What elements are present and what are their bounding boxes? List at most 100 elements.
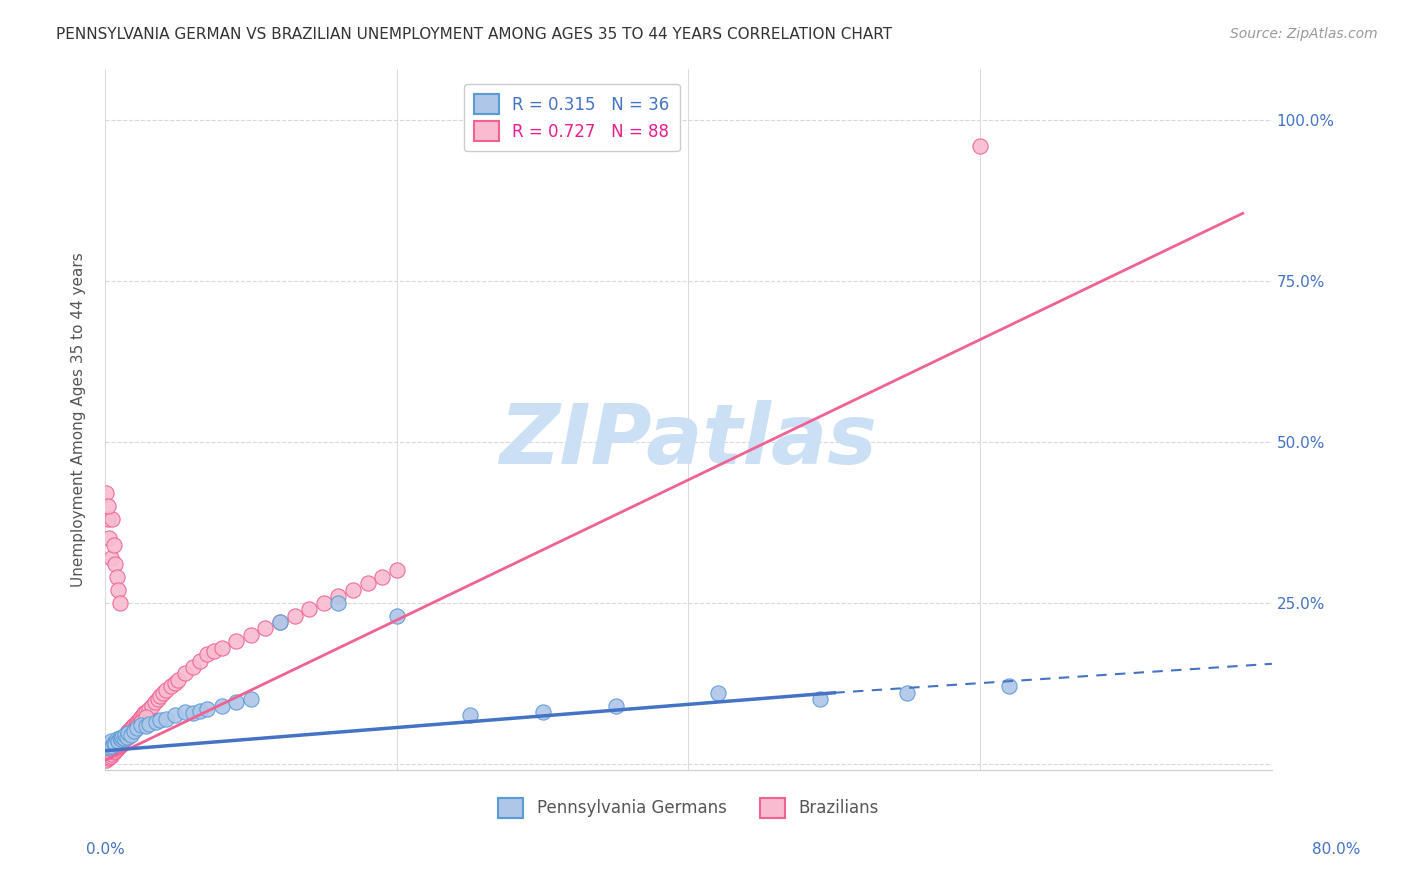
- Point: [118, 723, 141, 737]
- Point: [117, 730, 139, 744]
- Point: [110, 732, 132, 747]
- Point: [100, 748, 122, 763]
- Point: [98, 531, 121, 545]
- Point: [120, 728, 142, 742]
- Point: [104, 739, 127, 753]
- Point: [101, 512, 124, 526]
- Point: [103, 745, 125, 759]
- Point: [115, 725, 138, 739]
- Point: [141, 698, 163, 713]
- Point: [202, 644, 225, 658]
- Point: [124, 716, 146, 731]
- Point: [896, 686, 918, 700]
- Point: [120, 721, 142, 735]
- Point: [149, 689, 172, 703]
- Point: [385, 564, 408, 578]
- Point: [103, 740, 125, 755]
- Point: [98, 745, 121, 759]
- Point: [146, 692, 169, 706]
- Point: [97, 737, 120, 751]
- Point: [211, 640, 233, 655]
- Text: 80.0%: 80.0%: [1312, 842, 1360, 856]
- Point: [97, 512, 120, 526]
- Point: [105, 742, 128, 756]
- Point: [100, 734, 122, 748]
- Point: [101, 747, 124, 761]
- Point: [97, 499, 120, 513]
- Point: [174, 705, 197, 719]
- Point: [107, 740, 129, 755]
- Point: [117, 724, 139, 739]
- Point: [114, 732, 136, 747]
- Point: [112, 731, 135, 745]
- Point: [122, 724, 145, 739]
- Point: [998, 679, 1021, 693]
- Point: [98, 740, 121, 755]
- Point: [105, 737, 128, 751]
- Point: [122, 718, 145, 732]
- Point: [108, 734, 131, 748]
- Point: [135, 719, 157, 733]
- Point: [298, 602, 321, 616]
- Point: [312, 596, 335, 610]
- Point: [107, 734, 129, 748]
- Point: [114, 728, 136, 742]
- Point: [155, 682, 177, 697]
- Point: [181, 706, 204, 721]
- Y-axis label: Unemployment Among Ages 35 to 44 years: Unemployment Among Ages 35 to 44 years: [72, 252, 86, 587]
- Point: [114, 728, 136, 742]
- Point: [125, 714, 148, 729]
- Point: [134, 706, 156, 721]
- Point: [103, 538, 125, 552]
- Point: [254, 622, 277, 636]
- Point: [188, 654, 211, 668]
- Point: [111, 730, 134, 744]
- Text: PENNSYLVANIA GERMAN VS BRAZILIAN UNEMPLOYMENT AMONG AGES 35 TO 44 YEARS CORRELAT: PENNSYLVANIA GERMAN VS BRAZILIAN UNEMPLO…: [56, 27, 893, 42]
- Point: [225, 695, 247, 709]
- Point: [131, 718, 153, 732]
- Point: [115, 730, 138, 744]
- Point: [143, 695, 166, 709]
- Point: [96, 750, 118, 764]
- Point: [110, 732, 132, 747]
- Point: [125, 721, 148, 735]
- Point: [531, 705, 554, 719]
- Point: [97, 751, 120, 765]
- Point: [181, 660, 204, 674]
- Point: [152, 686, 174, 700]
- Point: [195, 647, 218, 661]
- Point: [239, 692, 262, 706]
- Point: [385, 608, 408, 623]
- Point: [107, 582, 129, 597]
- Point: [108, 596, 131, 610]
- Point: [145, 714, 167, 729]
- Point: [105, 570, 128, 584]
- Point: [163, 708, 186, 723]
- Point: [135, 705, 157, 719]
- Point: [132, 708, 155, 723]
- Point: [174, 666, 197, 681]
- Point: [129, 712, 152, 726]
- Point: [239, 628, 262, 642]
- Point: [188, 704, 211, 718]
- Point: [211, 698, 233, 713]
- Point: [269, 615, 291, 629]
- Point: [120, 725, 142, 739]
- Point: [101, 742, 124, 756]
- Point: [108, 731, 131, 745]
- Point: [112, 730, 135, 744]
- Point: [135, 710, 157, 724]
- Point: [131, 710, 153, 724]
- Point: [706, 686, 728, 700]
- Point: [100, 744, 122, 758]
- Point: [284, 608, 307, 623]
- Text: ZIPatlas: ZIPatlas: [499, 400, 877, 481]
- Point: [103, 736, 125, 750]
- Point: [128, 713, 150, 727]
- Point: [111, 731, 134, 745]
- Point: [104, 744, 127, 758]
- Point: [104, 557, 127, 571]
- Point: [328, 589, 350, 603]
- Point: [107, 736, 129, 750]
- Point: [96, 740, 118, 755]
